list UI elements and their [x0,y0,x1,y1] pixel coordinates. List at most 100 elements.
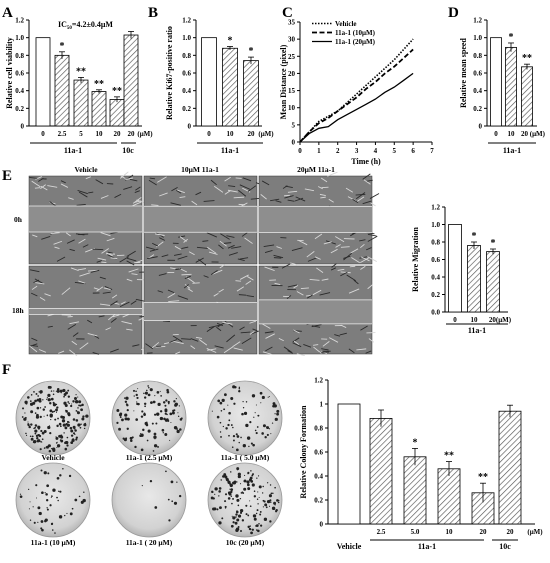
bar [505,46,517,127]
colony [50,390,53,392]
colony [250,480,254,483]
cell-streak [216,322,224,327]
colony [216,508,219,511]
colony [68,474,72,478]
cell-streak [30,269,40,273]
cell-streak [323,241,332,245]
colony [269,520,272,522]
colony [164,404,167,407]
colony [154,506,158,509]
x-tick-label: 20(μM) [489,316,512,324]
cell-streak [175,351,181,355]
colony [42,408,46,411]
cell-streak [296,291,304,296]
colony-dishes: Vehicle 11a-1 (2.5 μM) 11a-1 ( 5.0 μM) 11a-… [15,380,283,547]
colony [249,528,252,531]
cell-streak [58,350,65,354]
colony [166,388,169,392]
x-tick-label: 2.5 [377,528,386,536]
colony [142,428,145,432]
colony [136,396,139,400]
cell-streak [355,192,366,200]
colony [62,388,66,393]
cell-streak [313,346,322,354]
cell-streak [218,288,224,293]
colony [159,410,163,413]
colony [50,497,52,499]
significance-mark: * [60,41,65,52]
colony [270,492,273,495]
colony [25,402,28,405]
colony [268,396,270,398]
colony [43,447,46,449]
colony [40,440,42,443]
colony [39,415,42,419]
cell-streak [239,184,251,190]
colony [257,529,260,533]
cell-streak [174,245,181,250]
micrograph-r1-c0 [28,265,151,357]
colony [52,488,56,492]
cell-streak [34,278,44,285]
colony [69,512,73,516]
cell-streak [100,232,111,237]
significance-mark: ** [112,86,122,97]
colony [50,397,54,401]
cell-streak [155,233,165,236]
legend-entry-1: 11a-1 (10μM) [335,29,376,37]
cell-streak [244,237,253,244]
panel-label-b: B [148,5,158,21]
colony [43,471,47,475]
cell-streak [161,254,169,258]
cell-streak [65,232,71,237]
cell-streak [360,325,368,331]
colony [262,506,264,508]
colony [37,395,39,397]
cell-streak [231,246,242,249]
colony [238,441,240,444]
cell-streak [29,343,38,347]
colony [235,448,239,452]
colony [126,427,129,430]
colony-dish-5: 10c (20 μM) [207,462,283,547]
cell-streak [119,171,129,179]
colony [46,398,48,400]
colony [150,401,153,404]
cell-streak [155,345,166,348]
colony [34,429,38,433]
y-tick-label: 1.0 [182,34,191,42]
cell-streak [240,331,251,334]
cell-streak [367,235,378,242]
colony [125,396,129,400]
group-label-f-compound: 11a-1 [418,542,436,551]
y-tick-label: 1.2 [182,17,191,25]
colony [29,435,32,438]
colony [164,418,168,422]
colony [253,495,257,498]
cell-streak [359,239,366,242]
colony [40,469,43,472]
cell-streak [60,180,66,184]
cell-streak [222,321,233,325]
colony [67,412,71,416]
chart-colony-formation: Relative Colony Formation 0 0.2 0.4 0.6 0.8 1 1… [299,377,543,537]
y-tick-label: 0.4 [314,473,323,481]
wound-gap [259,299,372,324]
colony [61,419,66,423]
colony [241,491,244,493]
colony [56,424,59,428]
cell-streak [170,202,182,206]
cell-streak [274,282,281,286]
cell-streak [287,350,293,354]
colony [58,515,63,519]
colony [164,408,168,412]
bar [337,403,361,525]
colony [56,496,58,499]
cell-streak [245,280,252,285]
colony-dish-label: 11a-1 (2.5 μM) [126,453,173,462]
cell-streak [157,290,164,293]
colony [173,400,176,403]
colony-dish-4: 11a-1 ( 20 μM) [111,462,187,547]
colony [246,436,251,440]
